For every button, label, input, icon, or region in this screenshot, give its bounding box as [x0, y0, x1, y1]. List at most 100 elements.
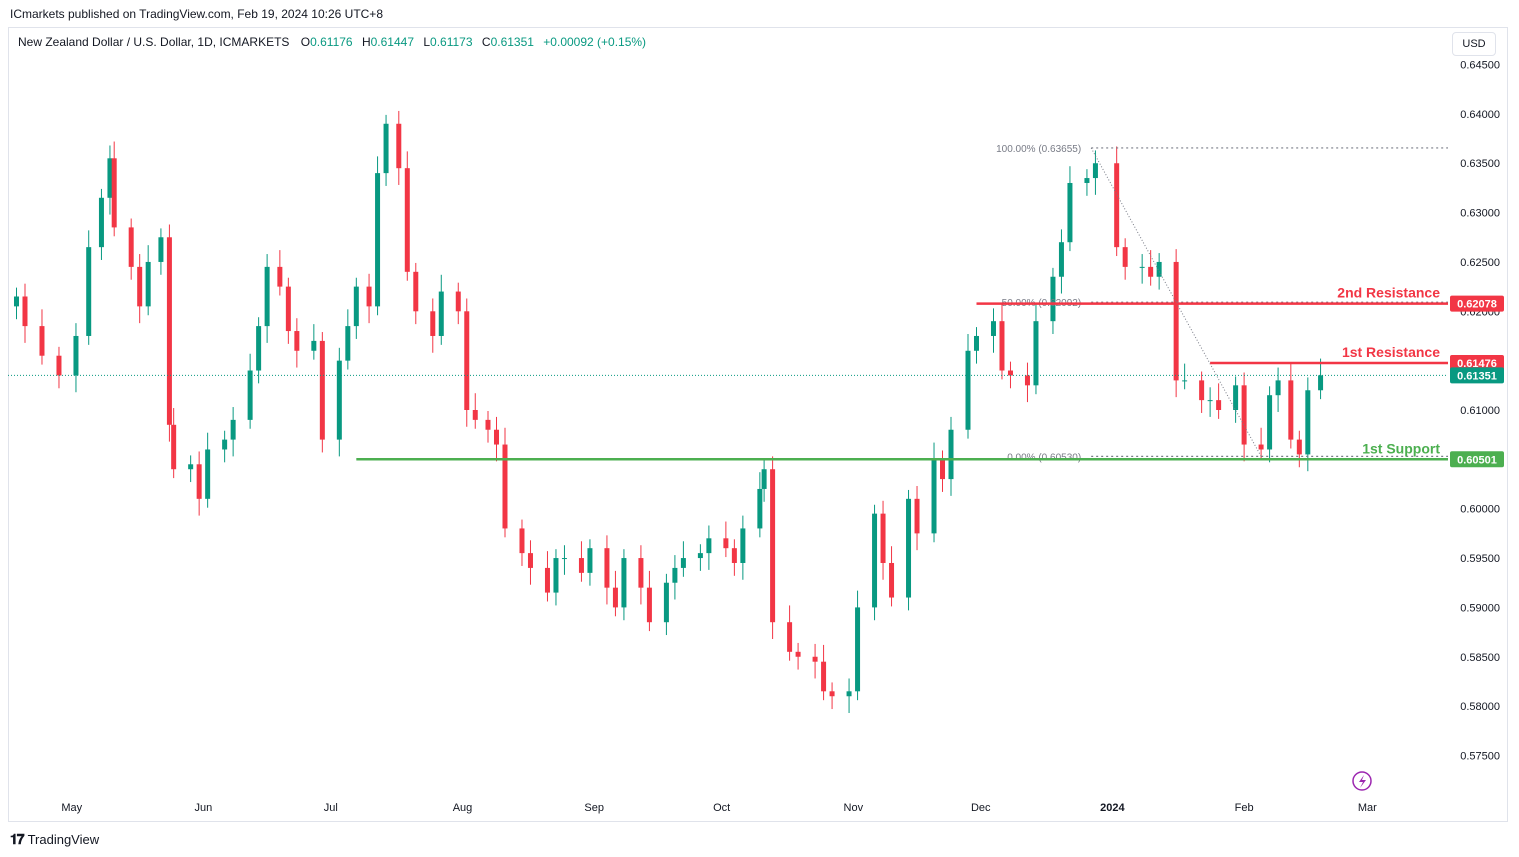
- level-label: 1st Support: [1362, 440, 1440, 456]
- candle-body: [1267, 395, 1273, 450]
- candle-body: [821, 661, 827, 692]
- candle-body: [472, 410, 478, 420]
- candle-body: [455, 291, 461, 312]
- candle-body: [812, 656, 818, 662]
- candle-body: [672, 567, 678, 583]
- price-tick-14: 0.57500: [1460, 750, 1500, 762]
- candle-body: [1033, 321, 1039, 386]
- lightning-icon[interactable]: [1352, 771, 1372, 791]
- candle-body: [247, 370, 253, 420]
- candle-body: [795, 651, 801, 657]
- candle-body: [1050, 276, 1056, 322]
- level-price-badge-text: 0.61476: [1457, 358, 1497, 370]
- candle-body: [1148, 266, 1154, 277]
- close-value: 0.61351: [490, 35, 534, 49]
- candle-body: [740, 528, 746, 563]
- level-label: 1st Resistance: [1342, 344, 1440, 360]
- candle-body: [56, 355, 62, 376]
- candle-body: [145, 261, 151, 307]
- candle-body: [855, 607, 861, 692]
- candle-body: [680, 558, 686, 568]
- low-label: L: [423, 35, 431, 49]
- price-tick-12: 0.58500: [1460, 652, 1500, 664]
- candle-body: [1007, 370, 1013, 376]
- candle-body: [1296, 439, 1302, 455]
- candle-body: [353, 286, 359, 327]
- candle-body: [264, 266, 270, 327]
- candle-body: [396, 123, 402, 169]
- time-tick-1: Jun: [195, 802, 213, 814]
- candle-body: [1241, 385, 1247, 445]
- price-badges: 0.62078 0.61476 0.60501 0.61351: [1450, 295, 1504, 468]
- candle-body: [519, 528, 525, 554]
- candle-body: [404, 168, 410, 272]
- high-value: 0.61447: [370, 35, 415, 49]
- publisher-line: ICmarkets published on TradingView.com, …: [10, 7, 383, 21]
- time-tick-4: Sep: [584, 802, 604, 814]
- candle-body: [413, 271, 419, 312]
- candle-body: [86, 247, 92, 336]
- candle-body: [430, 311, 436, 336]
- candle-body: [1024, 375, 1030, 386]
- candle-body: [527, 553, 533, 568]
- level-price-badge-text: 0.60501: [1457, 454, 1497, 466]
- candle-body: [723, 538, 729, 549]
- candle-body: [438, 291, 444, 336]
- candle-body: [1207, 400, 1213, 402]
- candle-body: [366, 286, 372, 307]
- candle-body: [1058, 242, 1064, 277]
- candle-body: [638, 558, 644, 588]
- candle-body: [770, 469, 776, 623]
- price-tick-1: 0.64000: [1460, 109, 1500, 121]
- candle-body: [880, 513, 886, 563]
- candle-body: [999, 321, 1005, 371]
- candle-body: [1318, 375, 1324, 391]
- candle-body: [872, 513, 878, 608]
- level-price-badge-text: 0.62078: [1457, 299, 1497, 311]
- candle-body: [205, 449, 211, 499]
- candle-body: [502, 444, 508, 529]
- candle-body: [787, 622, 793, 652]
- candle-body: [1258, 444, 1264, 450]
- time-axis[interactable]: May Jun Jul Aug Sep Oct Nov Dec 2024 Feb Mar: [61, 802, 1377, 814]
- candle-body: [345, 326, 351, 361]
- candle-body: [914, 498, 920, 534]
- candle-body: [485, 419, 491, 430]
- candle-body: [311, 340, 317, 351]
- candle-body: [1067, 182, 1073, 243]
- drawing-overlays: 100.00% (0.63655)50.00% (0.62092)0.00% (…: [8, 144, 1448, 463]
- candle-body: [1216, 400, 1222, 410]
- level-label: 2nd Resistance: [1337, 285, 1440, 301]
- candle-body: [757, 488, 763, 529]
- price-tick-13: 0.58000: [1460, 701, 1500, 713]
- candle-body: [1084, 178, 1090, 183]
- candle-body: [889, 562, 895, 598]
- candle-body: [222, 439, 228, 450]
- candle-body: [277, 266, 283, 287]
- candle-body: [1092, 163, 1098, 179]
- last-price-badge: [1450, 367, 1504, 384]
- candle-body: [319, 340, 325, 440]
- candle-body: [587, 548, 593, 573]
- candle-body: [561, 558, 567, 560]
- candle-body: [1173, 261, 1179, 381]
- time-tick-0: May: [61, 802, 82, 814]
- candle-body: [706, 538, 712, 554]
- candle-body: [761, 469, 767, 489]
- candle-body: [158, 237, 164, 262]
- candle-body: [196, 464, 202, 499]
- candle-body: [965, 350, 971, 430]
- open-value: 0.61176: [310, 35, 353, 49]
- candle-body: [73, 335, 79, 376]
- candle-body: [166, 237, 172, 425]
- tradingview-logo[interactable]: 𝟏𝟕 TradingView: [10, 831, 99, 848]
- price-tick-4: 0.62500: [1460, 257, 1500, 269]
- price-axis[interactable]: 0.64500 0.64000 0.63500 0.63000 0.62500 0.620…: [1460, 60, 1500, 763]
- currency-button[interactable]: USD: [1452, 32, 1496, 56]
- price-tick-9: 0.60000: [1460, 504, 1500, 516]
- candle-body: [906, 498, 912, 598]
- symbol-title[interactable]: New Zealand Dollar / U.S. Dollar, 1D, IC…: [18, 35, 290, 49]
- candle-body: [111, 158, 117, 228]
- price-tick-2: 0.63500: [1460, 158, 1500, 170]
